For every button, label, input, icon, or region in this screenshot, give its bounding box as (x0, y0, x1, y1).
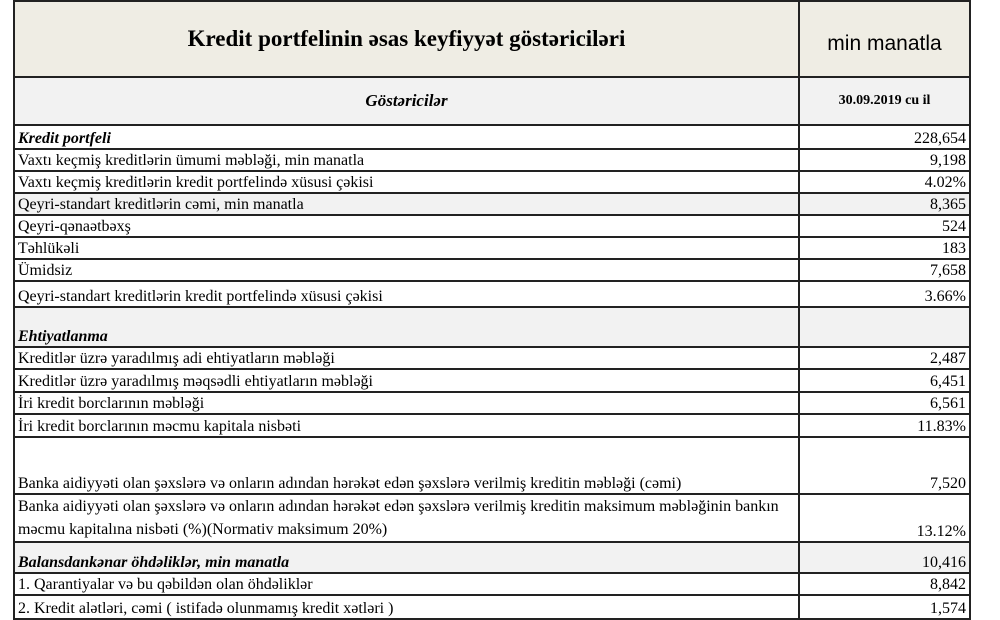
row-label: Kreditlər üzrə yaradılmış adi ehtiyatlar… (13, 346, 800, 370)
table-title: Kredit portfelinin əsas keyfiyyət göstər… (13, 0, 800, 78)
title-row: Kredit portfelinin əsas keyfiyyət göstər… (13, 0, 971, 78)
row-value: 11.83% (798, 413, 971, 438)
table-row: Vaxtı keçmiş kreditlərin ümumi məbləği, … (13, 148, 971, 172)
table-row: Kreditlər üzrə yaradılmış adi ehtiyatlar… (13, 346, 971, 370)
row-label: Banka aidiyyəti olan şəxslərə və onların… (13, 493, 800, 543)
row-label: Ehtiyatlanma (13, 306, 800, 348)
row-label: Qeyri-standart kreditlərin kredit portfe… (13, 280, 800, 308)
table-row: Kreditlər üzrə yaradılmış məqsədli ehtiy… (13, 368, 971, 393)
table-row: Vaxtı keçmiş kreditlərin kredit portfeli… (13, 170, 971, 194)
row-value (798, 306, 971, 348)
row-label: İri kredit borclarının məcmu kapitala ni… (13, 413, 800, 438)
table-row: İri kredit borclarının məbləği 6,561 (13, 391, 971, 415)
row-value: 13.12% (798, 493, 971, 543)
indicators-header: Göstəricilər (13, 76, 800, 126)
table-row: Qeyri-standart kreditlərin cəmi, min man… (13, 192, 971, 216)
row-value: 6,451 (798, 368, 971, 393)
table-row: Banka aidiyyəti olan şəxslərə və onların… (13, 436, 971, 495)
row-value: 7,658 (798, 258, 971, 282)
row-value: 228,654 (798, 124, 971, 150)
row-label: Banka aidiyyəti olan şəxslərə və onların… (13, 436, 800, 495)
row-label: Qeyri-qənaətbəxş (13, 214, 800, 238)
row-value: 1,574 (798, 594, 971, 620)
row-label: 2. Kredit alətləri, cəmi ( istifadə olun… (13, 594, 800, 620)
row-value: 6,561 (798, 391, 971, 415)
row-value: 8,365 (798, 192, 971, 216)
row-value: 524 (798, 214, 971, 238)
row-value: 7,520 (798, 436, 971, 495)
row-value: 4.02% (798, 170, 971, 194)
section-row: Balansdankənar öhdəliklər, min manatla 10… (13, 541, 971, 574)
row-label: 1. Qarantiyalar və bu qəbildən olan öhdə… (13, 572, 800, 596)
row-value: 2,487 (798, 346, 971, 370)
row-label: Kreditlər üzrə yaradılmış məqsədli ehtiy… (13, 368, 800, 393)
table-row: İri kredit borclarının məcmu kapitala ni… (13, 413, 971, 438)
row-label: Vaxtı keçmiş kreditlərin kredit portfeli… (13, 170, 800, 194)
row-label: Qeyri-standart kreditlərin cəmi, min man… (13, 192, 800, 216)
row-label: Kredit portfeli (13, 124, 800, 150)
header-row: Göstəricilər 30.09.2019 cu il (13, 76, 971, 126)
section-row: Kredit portfeli 228,654 (13, 124, 971, 150)
row-value: 8,842 (798, 572, 971, 596)
credit-portfolio-table: Kredit portfelinin əsas keyfiyyət göstər… (13, 0, 971, 620)
table-row: Qeyri-standart kreditlərin kredit portfe… (13, 280, 971, 308)
row-label: İri kredit borclarının məbləği (13, 391, 800, 415)
row-label: Vaxtı keçmiş kreditlərin ümumi məbləği, … (13, 148, 800, 172)
table-row: 1. Qarantiyalar və bu qəbildən olan öhdə… (13, 572, 971, 596)
row-label: Təhlükəli (13, 236, 800, 260)
row-value: 183 (798, 236, 971, 260)
unit-label: min manatla (798, 0, 971, 78)
row-value: 9,198 (798, 148, 971, 172)
row-label: Ümidsiz (13, 258, 800, 282)
table-row: Banka aidiyyəti olan şəxslərə və onların… (13, 493, 971, 543)
row-value: 3.66% (798, 280, 971, 308)
row-label: Balansdankənar öhdəliklər, min manatla (13, 541, 800, 574)
section-row: Ehtiyatlanma (13, 306, 971, 348)
table-row: Ümidsiz 7,658 (13, 258, 971, 282)
table-row: Qeyri-qənaətbəxş 524 (13, 214, 971, 238)
table-row: 2. Kredit alətləri, cəmi ( istifadə olun… (13, 594, 971, 620)
table-row: Təhlükəli 183 (13, 236, 971, 260)
date-header: 30.09.2019 cu il (798, 76, 971, 126)
row-value: 10,416 (798, 541, 971, 574)
